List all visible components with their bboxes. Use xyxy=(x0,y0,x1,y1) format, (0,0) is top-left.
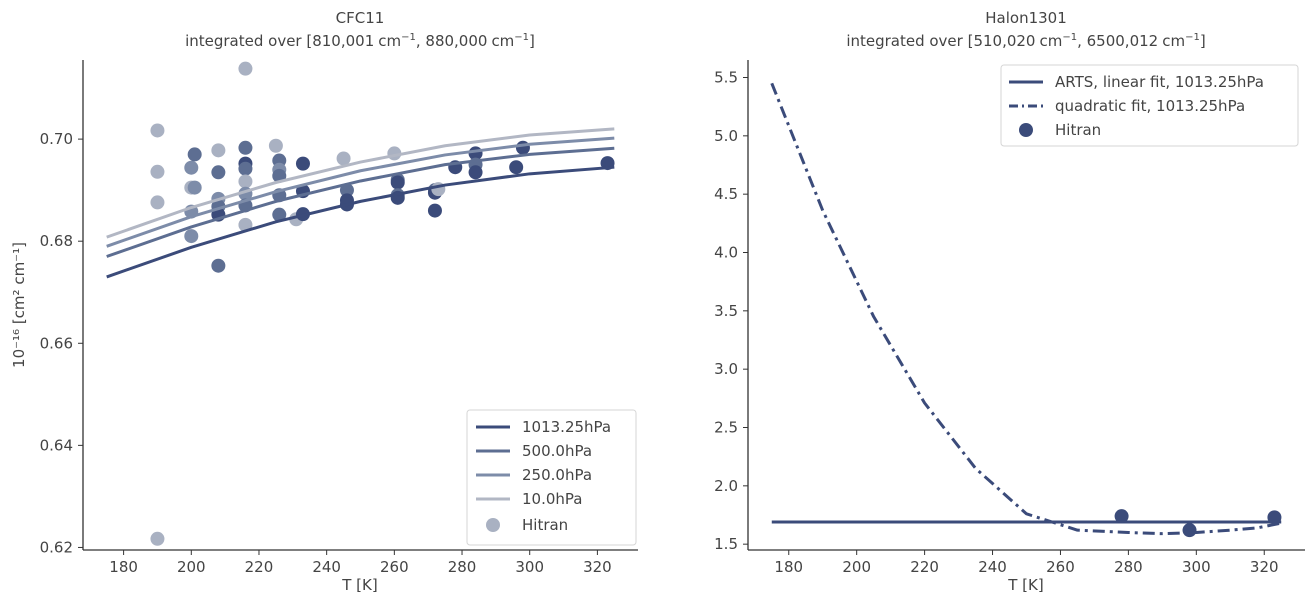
y-tick-label: 3.0 xyxy=(714,360,738,378)
x-tick-label: 180 xyxy=(774,558,803,576)
chart-title: CFC11 xyxy=(336,9,385,27)
y-axis-label: 10⁻¹⁶ [cm² cm⁻¹] xyxy=(10,242,28,368)
hitran-point xyxy=(1114,509,1129,524)
hitran-point xyxy=(509,160,524,175)
y-tick-label: 4.5 xyxy=(714,185,738,203)
hitran-point xyxy=(1267,510,1282,525)
x-tick-label: 240 xyxy=(978,558,1007,576)
legend-box xyxy=(1000,64,1299,147)
legend-label-hitran: Hitran xyxy=(522,516,568,534)
hitran-point xyxy=(268,138,283,153)
x-tick-label: 280 xyxy=(1114,558,1143,576)
x-tick-label: 180 xyxy=(109,558,138,576)
hitran-point xyxy=(238,140,253,155)
x-axis-label: T [K] xyxy=(341,576,377,594)
hitran-point xyxy=(238,217,253,232)
legend-label-hitran: Hitran xyxy=(1055,121,1101,139)
chart-subtitle: integrated over [510,020 cm−1, 6500,012 cm… xyxy=(846,32,1205,50)
hitran-point xyxy=(295,156,310,171)
chart-subtitle: integrated over [810,001 cm−1, 880,000 cm−… xyxy=(185,32,535,50)
x-tick-label: 200 xyxy=(842,558,871,576)
series-line-5000hpa xyxy=(106,146,615,258)
hitran-point xyxy=(187,180,202,195)
x-tick-label: 280 xyxy=(448,558,477,576)
y-tick-label: 0.70 xyxy=(40,130,73,148)
x-tick-label: 220 xyxy=(910,558,939,576)
legend-label-250hpa: 250.0hPa xyxy=(522,466,592,484)
hitran-point xyxy=(238,161,253,176)
series-line-2500hpa xyxy=(106,136,615,248)
legend-swatch-hitran xyxy=(486,518,500,532)
legend-label-10hpa: 10.0hPa xyxy=(522,490,582,508)
hitran-point xyxy=(211,165,226,180)
y-tick-label: 4.0 xyxy=(714,244,738,262)
x-tick-label: 260 xyxy=(380,558,409,576)
legend: ARTS, linear fit, 1013.25hPa quadratic f… xyxy=(1000,64,1299,147)
tick-labels: 180 200 220 240 260 280 300 320 0.62 0.64 0.66 0.68… xyxy=(40,130,612,576)
hitran-point xyxy=(427,203,442,218)
legend-label-1013hpa: 1013.25hPa xyxy=(522,418,611,436)
legend-box xyxy=(466,409,637,546)
hitran-point xyxy=(211,258,226,273)
hitran-point xyxy=(184,229,199,244)
legend: 1013.25hPa 500.0hPa 250.0hPa 10.0hPa Hit… xyxy=(466,409,637,546)
hitran-point xyxy=(1182,523,1197,538)
hitran-point xyxy=(238,61,253,76)
hitran-point xyxy=(150,195,165,210)
x-tick-label: 320 xyxy=(1250,558,1279,576)
y-tick-label: 2.0 xyxy=(714,477,738,495)
tick-labels: 180 200 220 240 260 280 300 320 1.5 2.0 2.5 3.0 3.5 4… xyxy=(714,69,1278,577)
series-line-quadratic-fit xyxy=(770,82,1282,536)
chart-cfc11: CFC11 integrated over [810,001 cm−1, 880,… xyxy=(10,9,638,594)
legend-label-linear-fit: ARTS, linear fit, 1013.25hPa xyxy=(1055,73,1264,91)
y-tick-label: 5.5 xyxy=(714,69,738,87)
x-tick-label: 240 xyxy=(312,558,341,576)
y-tick-label: 0.66 xyxy=(40,334,73,352)
plot-area xyxy=(770,82,1282,538)
y-tick-label: 0.68 xyxy=(40,232,73,250)
x-tick-label: 200 xyxy=(177,558,206,576)
legend-label-500hpa: 500.0hPa xyxy=(522,442,592,460)
hitran-point xyxy=(187,147,202,162)
hitran-point xyxy=(150,164,165,179)
x-axis-label: T [K] xyxy=(1007,576,1043,594)
x-tick-label: 260 xyxy=(1046,558,1075,576)
y-tick-label: 5.0 xyxy=(714,127,738,145)
hitran-point xyxy=(150,531,165,546)
chart-halon1301: Halon1301 integrated over [510,020 cm−1, … xyxy=(714,9,1305,594)
x-tick-label: 300 xyxy=(1182,558,1211,576)
y-tick-label: 0.64 xyxy=(40,436,73,454)
legend-swatch-hitran xyxy=(1019,123,1033,137)
y-tick-label: 1.5 xyxy=(714,535,738,553)
hitran-point xyxy=(211,143,226,158)
hitran-point xyxy=(238,174,253,189)
hitran-point xyxy=(468,165,483,180)
y-tick-label: 3.5 xyxy=(714,302,738,320)
chart-title: Halon1301 xyxy=(985,9,1067,27)
hitran-point xyxy=(390,175,405,190)
hitran-point xyxy=(184,160,199,175)
hitran-point xyxy=(515,140,530,155)
hitran-point xyxy=(339,183,354,198)
series-line-100hpa xyxy=(106,127,615,239)
x-tick-label: 300 xyxy=(515,558,544,576)
plot-area xyxy=(106,61,615,546)
y-tick-label: 0.62 xyxy=(40,538,73,556)
hitran-point xyxy=(150,123,165,138)
legend-label-quadratic-fit: quadratic fit, 1013.25hPa xyxy=(1055,97,1245,115)
series-line-101325hpa xyxy=(106,165,615,279)
hitran-point xyxy=(272,207,287,222)
hitran-point xyxy=(336,151,351,166)
y-tick-label: 2.5 xyxy=(714,419,738,437)
x-tick-label: 320 xyxy=(583,558,612,576)
x-tick-label: 220 xyxy=(245,558,274,576)
